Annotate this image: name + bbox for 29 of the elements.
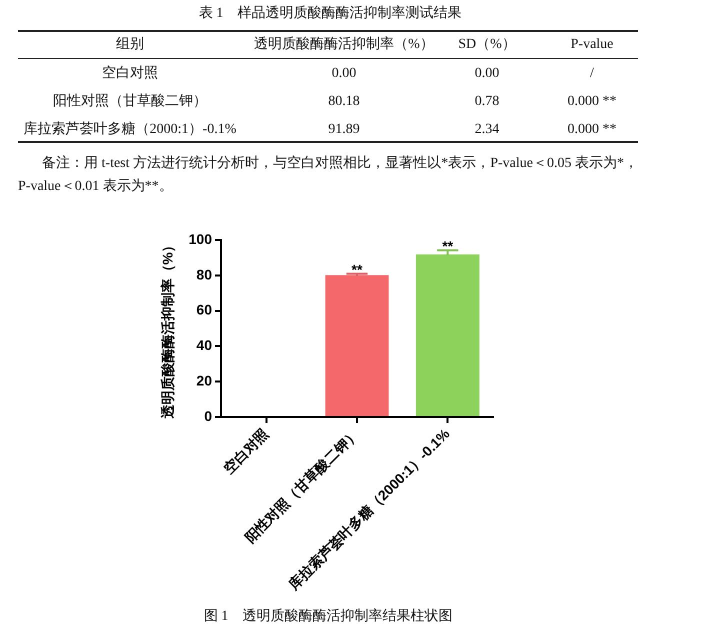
y-tick-label: 40 <box>196 337 212 354</box>
y-tick-label: 60 <box>196 302 212 318</box>
text: 组别 <box>116 36 144 54</box>
text: SD（%） <box>458 36 516 54</box>
annotation: ** <box>352 262 363 278</box>
text: 表 1 样品透明质酸酶酶活抑制率测试结果 <box>198 5 462 23</box>
y-tick-label: 80 <box>196 266 212 282</box>
text: P-value <box>570 36 614 54</box>
text: 备注：用 t-test 方法进行统计分析时，与空白对照相比，显著性以*表示，P-value＜0.05 表示为*，P-value＜0.01 表示为**。 <box>18 154 638 196</box>
y-tick-label: 100 <box>188 230 212 247</box>
text: 0.78 <box>474 93 500 111</box>
category-label: 库拉索芦荟叶多糖（2000:1）-0.1% <box>24 122 236 137</box>
text: 透明质酸酶酶活抑制率（%） <box>254 36 434 54</box>
category-label: 空白对照 <box>102 66 158 81</box>
text: 图 1 透明质酸酶酶活抑制率结果柱状图 <box>204 608 452 626</box>
text: / <box>590 65 594 83</box>
y-axis-title: 透明质酸酶酶活抑制率（%） <box>159 238 176 420</box>
text: 0.000 ** <box>568 93 616 111</box>
text: 91.89 <box>328 121 360 139</box>
x-tick-label: 空白对照 <box>220 425 272 476</box>
text: 2.34 <box>474 121 500 139</box>
text: 0.00 <box>474 65 500 83</box>
text: 80.18 <box>328 93 360 111</box>
category-label: 阳性对照（甘草酸二钾） <box>53 94 207 109</box>
annotation: ** <box>442 238 454 254</box>
text: 0.00 <box>332 65 356 83</box>
y-tick-label: 0 <box>204 408 212 424</box>
y-tick-label: 20 <box>196 372 212 388</box>
text: 0.000 ** <box>568 121 616 139</box>
